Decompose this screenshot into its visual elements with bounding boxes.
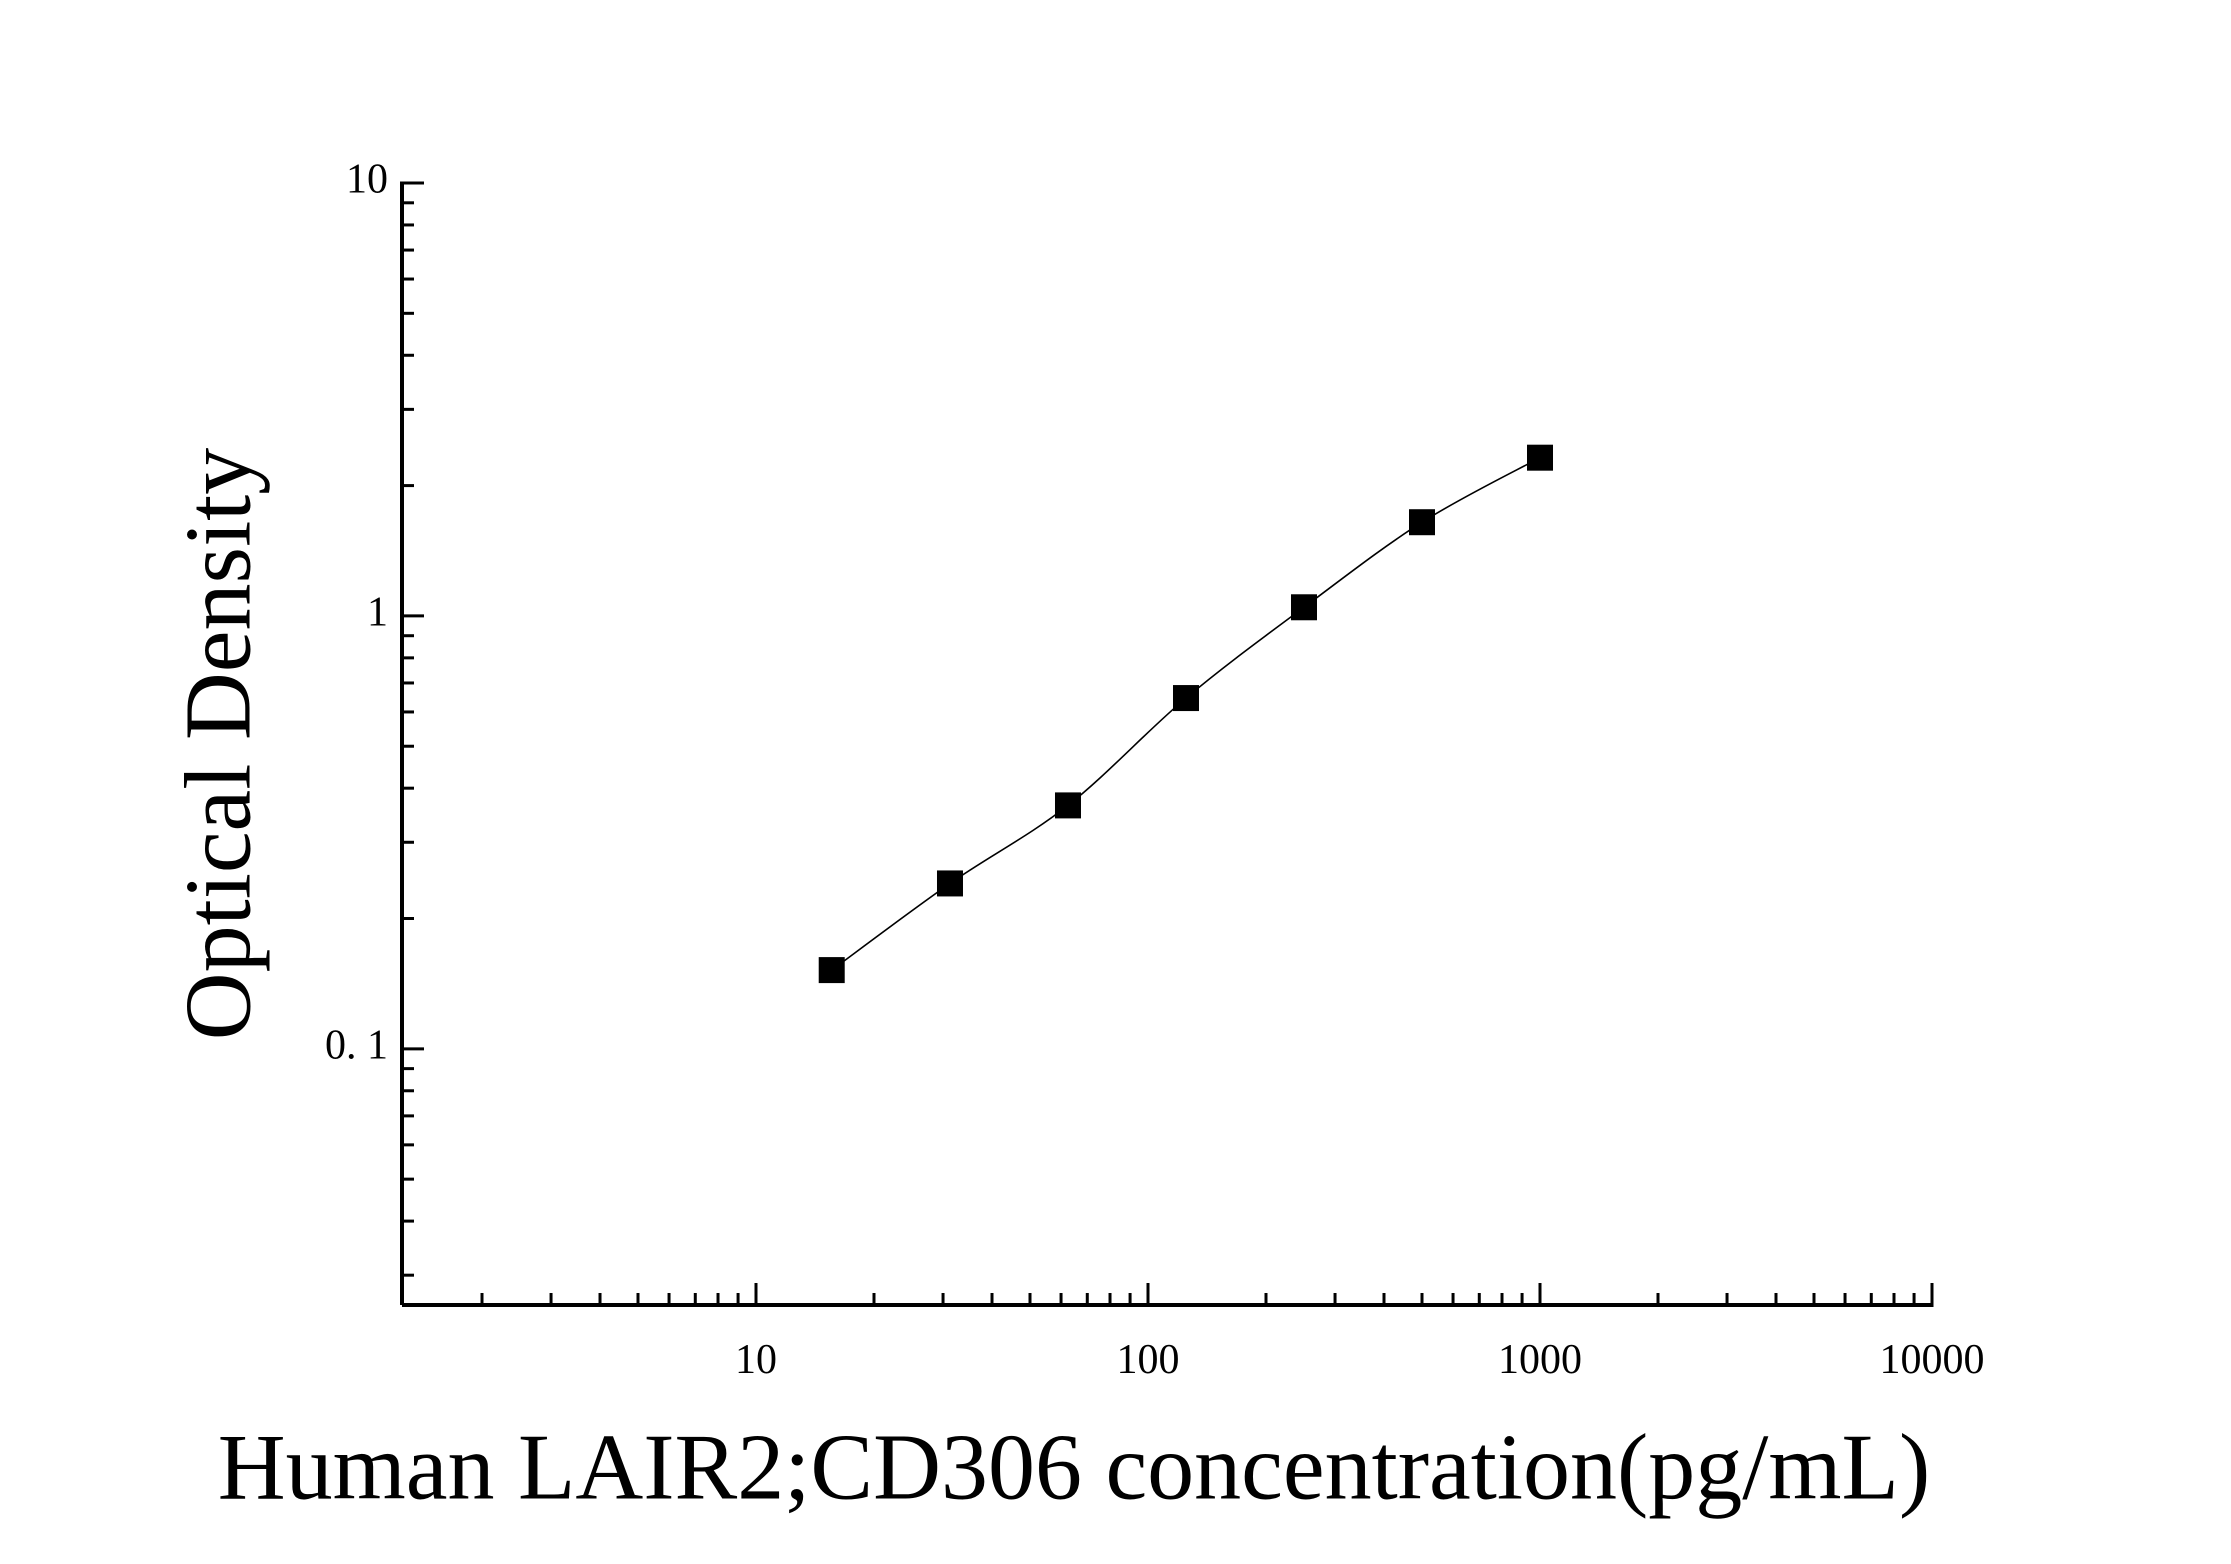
x-tick-label: 1000 xyxy=(1498,1337,1582,1383)
y-tick-label: 1 xyxy=(367,590,388,636)
point xyxy=(818,957,845,984)
y-axis-label: Optical Density xyxy=(167,448,271,1041)
point xyxy=(1527,444,1554,471)
x-tick-label: 10 xyxy=(735,1337,777,1383)
x-tick-label: 10000 xyxy=(1880,1337,1985,1383)
y-tick-label: 10 xyxy=(346,157,388,203)
point xyxy=(1054,792,1081,819)
point xyxy=(1290,594,1317,621)
point xyxy=(1409,509,1435,536)
point xyxy=(936,870,963,897)
x-tick-label: 100 xyxy=(1117,1337,1180,1383)
x-axis-label: Human LAIR2;CD306 concentration(pg/mL) xyxy=(218,1416,1931,1520)
y-tick-label: 0. 1 xyxy=(325,1022,388,1068)
point xyxy=(1172,685,1199,712)
